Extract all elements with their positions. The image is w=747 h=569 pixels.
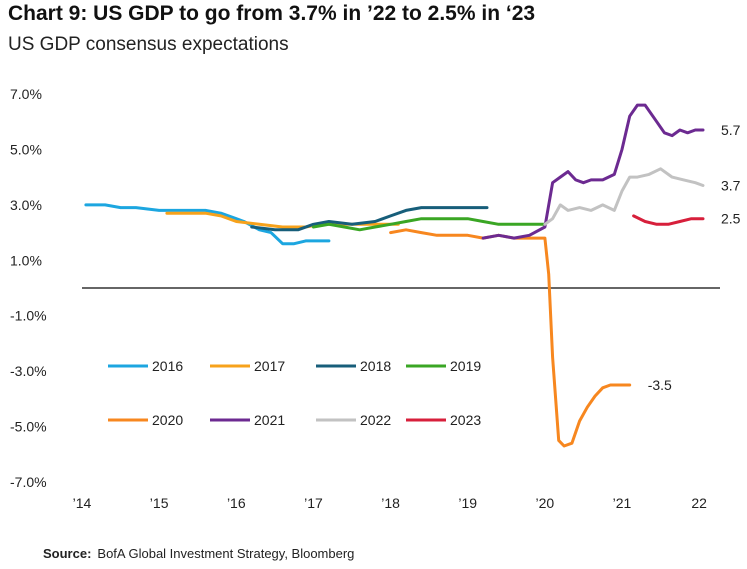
x-tick-label: ’17 bbox=[304, 495, 323, 511]
series-line-2018 bbox=[250, 206, 489, 232]
legend-label-2017: 2017 bbox=[254, 358, 285, 374]
legend-label-2022: 2022 bbox=[360, 412, 391, 428]
source-label: Source: bbox=[43, 546, 92, 561]
legend-label-2020: 2020 bbox=[152, 412, 183, 428]
x-tick-label: 22 bbox=[691, 495, 707, 511]
source-text: BofA Global Investment Strategy, Bloombe… bbox=[97, 546, 355, 561]
x-tick-label: ’16 bbox=[227, 495, 246, 511]
y-tick-label: 5.0% bbox=[10, 141, 42, 157]
source-note: Source: BofA Global Investment Strategy, … bbox=[43, 546, 354, 561]
series-line-2021 bbox=[481, 103, 705, 240]
y-tick-label: -1.0% bbox=[10, 308, 47, 324]
x-tick-label: ’21 bbox=[613, 495, 632, 511]
y-tick-label: -7.0% bbox=[10, 474, 47, 490]
end-label: 3.7 bbox=[721, 177, 741, 193]
y-tick-label: 1.0% bbox=[10, 252, 42, 268]
legend: 2016 2017 2018 2019 2020 2021 2022 2023 bbox=[108, 358, 481, 428]
series-line-2019 bbox=[311, 217, 547, 232]
series-line-2016 bbox=[84, 203, 331, 246]
y-tick-label: -3.0% bbox=[10, 363, 47, 379]
end-label: 5.7 bbox=[721, 122, 741, 138]
y-tick-label: 7.0% bbox=[10, 86, 42, 102]
series-line-2020 bbox=[389, 228, 632, 448]
legend-label-2023: 2023 bbox=[450, 412, 481, 428]
end-labels: 5.7 3.7 2.5 -3.5 bbox=[648, 122, 741, 393]
series-lines bbox=[84, 103, 705, 448]
legend-label-2021: 2021 bbox=[254, 412, 285, 428]
legend-label-2016: 2016 bbox=[152, 358, 183, 374]
y-axis-ticks: 7.0% 5.0% 3.0% 1.0% -1.0% -3.0% -5.0% -7.0% bbox=[10, 86, 47, 490]
x-axis-ticks: ’14 ’15 ’16 ’17 ’18 ’19 ’20 ’21 22 bbox=[73, 495, 707, 511]
end-label: -3.5 bbox=[648, 377, 672, 393]
y-tick-label: 3.0% bbox=[10, 197, 42, 213]
chart-title: Chart 9: US GDP to go from 3.7% in ’22 t… bbox=[8, 2, 536, 25]
x-tick-label: ’14 bbox=[73, 495, 92, 511]
x-tick-label: ’20 bbox=[536, 495, 555, 511]
chart-subtitle: US GDP consensus expectations bbox=[8, 34, 289, 55]
legend-label-2018: 2018 bbox=[360, 358, 391, 374]
series-line-2022 bbox=[543, 167, 705, 226]
end-label: 2.5 bbox=[721, 211, 741, 227]
legend-label-2019: 2019 bbox=[450, 358, 481, 374]
series-line-2023 bbox=[632, 214, 705, 226]
x-tick-label: ’18 bbox=[381, 495, 400, 511]
x-tick-label: ’15 bbox=[150, 495, 169, 511]
series-line-2017 bbox=[165, 211, 400, 229]
y-tick-label: -5.0% bbox=[10, 419, 47, 435]
x-tick-label: ’19 bbox=[458, 495, 477, 511]
